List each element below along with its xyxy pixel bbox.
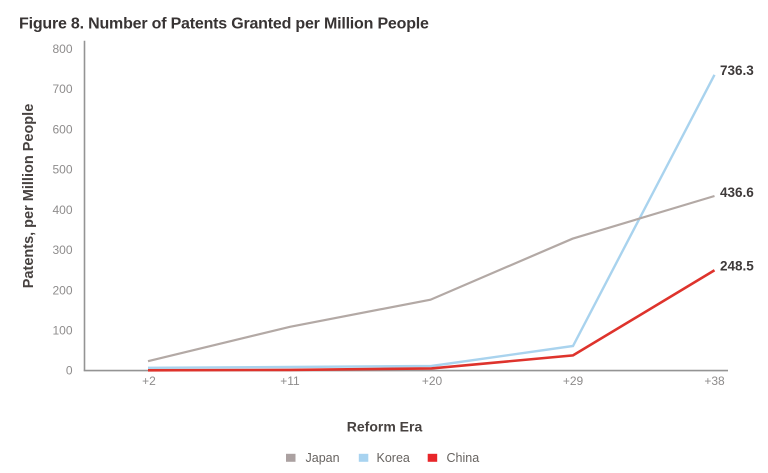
svg-text:500: 500 bbox=[52, 163, 72, 177]
svg-text:700: 700 bbox=[52, 82, 72, 96]
svg-text:Figure 8. Number of Patents Gr: Figure 8. Number of Patents Granted per … bbox=[19, 16, 429, 33]
svg-text:+20: +20 bbox=[422, 374, 443, 388]
svg-text:+11: +11 bbox=[280, 374, 300, 388]
svg-text:400: 400 bbox=[52, 203, 72, 217]
svg-text:Patents, per Million People: Patents, per Million People bbox=[21, 104, 37, 289]
svg-text:736.3: 736.3 bbox=[720, 63, 754, 78]
svg-text:+38: +38 bbox=[704, 374, 725, 388]
svg-text:200: 200 bbox=[52, 283, 72, 297]
svg-text:Korea: Korea bbox=[377, 451, 410, 465]
svg-text:Reform Era: Reform Era bbox=[347, 419, 423, 435]
svg-text:China: China bbox=[447, 451, 480, 465]
svg-text:Japan: Japan bbox=[306, 451, 340, 465]
svg-text:+29: +29 bbox=[563, 374, 584, 388]
svg-text:800: 800 bbox=[52, 42, 72, 56]
svg-text:100: 100 bbox=[52, 324, 72, 338]
svg-text:248.5: 248.5 bbox=[720, 259, 754, 274]
svg-text:436.6: 436.6 bbox=[720, 185, 754, 200]
svg-text:600: 600 bbox=[52, 122, 72, 136]
svg-text:300: 300 bbox=[52, 243, 72, 257]
svg-text:0: 0 bbox=[66, 364, 73, 378]
svg-text:+2: +2 bbox=[142, 374, 156, 388]
